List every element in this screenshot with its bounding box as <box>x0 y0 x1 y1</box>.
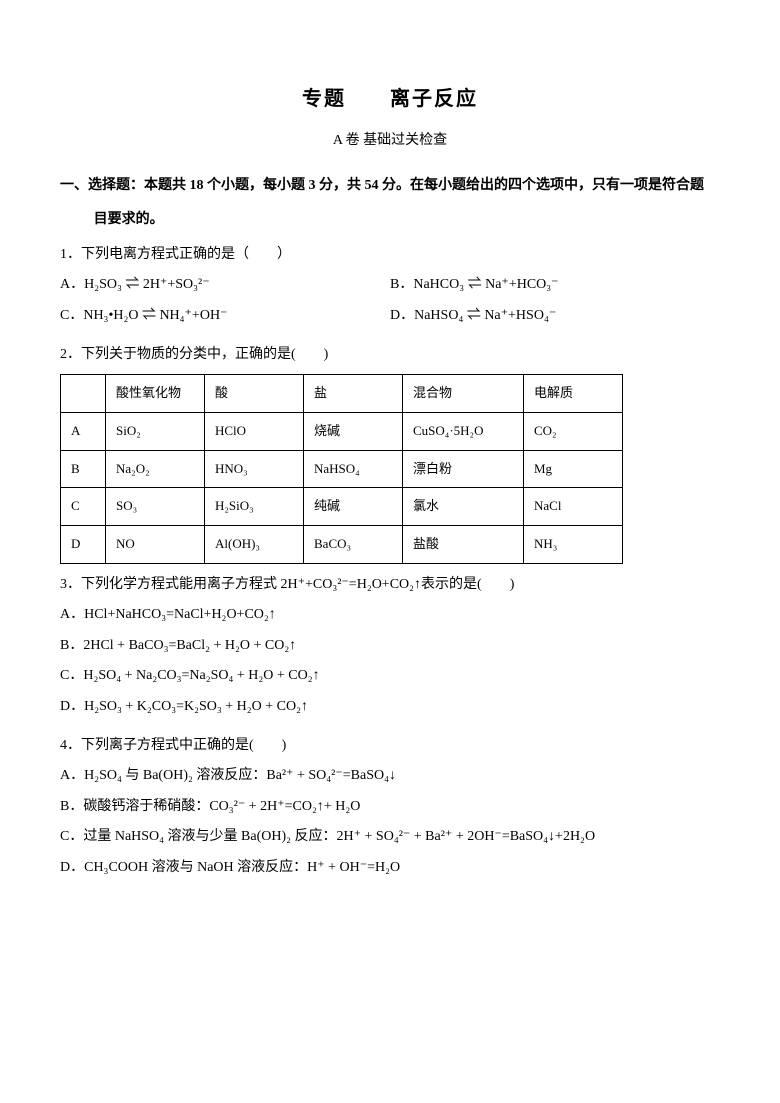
q4-option-d: D．CH₃COOH 溶液与 NaOH 溶液反应：H⁺ + OH⁻=H₂O <box>60 855 720 882</box>
q1-option-a: A．H₂SO₃ ⇌ 2H⁺+SO₃²⁻ <box>60 272 390 299</box>
question-2-stem: 2．下列关于物质的分类中，正确的是( ) <box>60 342 720 369</box>
table-row: A SiO₂ HClO 烧碱 CuSO₄·5H₂O CO₂ <box>61 412 623 450</box>
table-cell: NO <box>106 525 205 563</box>
table-cell: NH₃ <box>524 525 623 563</box>
q4-option-c: C．过量 NaHSO₄ 溶液与少量 Ba(OH)₂ 反应：2H⁺ + SO₄²⁻… <box>60 824 720 851</box>
table-cell: H₂SiO₃ <box>205 488 304 526</box>
table-cell: 盐酸 <box>403 525 524 563</box>
table-row: C SO₃ H₂SiO₃ 纯碱 氯水 NaCl <box>61 488 623 526</box>
q4-option-b: B．碳酸钙溶于稀硝酸：CO₃²⁻ + 2H⁺=CO₂↑+ H₂O <box>60 794 720 821</box>
table-cell: 纯碱 <box>304 488 403 526</box>
page-subtitle: A 卷 基础过关检查 <box>60 128 720 155</box>
q3-option-c: C．H₂SO₄ + Na₂CO₃=Na₂SO₄ + H₂O + CO₂↑ <box>60 663 720 690</box>
table-cell: 电解质 <box>524 375 623 413</box>
table-cell: HNO₃ <box>205 450 304 488</box>
table-cell: HClO <box>205 412 304 450</box>
table-cell: Na₂O₂ <box>106 450 205 488</box>
table-cell: D <box>61 525 106 563</box>
page-title: 专题 离子反应 <box>60 80 720 118</box>
table-cell: A <box>61 412 106 450</box>
table-cell: B <box>61 450 106 488</box>
table-cell: CuSO₄·5H₂O <box>403 412 524 450</box>
question-3-stem: 3．下列化学方程式能用离子方程式 2H⁺+CO₃²⁻=H₂O+CO₂↑表示的是(… <box>60 572 720 599</box>
table-cell: Mg <box>524 450 623 488</box>
q1-option-d: D．NaHSO₄ ⇌ Na⁺+HSO₄⁻ <box>390 303 720 330</box>
table-cell: Al(OH)₃ <box>205 525 304 563</box>
table-cell: NaCl <box>524 488 623 526</box>
q3-option-b: B．2HCl + BaCO₃=BaCl₂ + H₂O + CO₂↑ <box>60 633 720 660</box>
table-cell: NaHSO₄ <box>304 450 403 488</box>
table-row: 酸性氧化物 酸 盐 混合物 电解质 <box>61 375 623 413</box>
table-cell: 混合物 <box>403 375 524 413</box>
table-row: B Na₂O₂ HNO₃ NaHSO₄ 漂白粉 Mg <box>61 450 623 488</box>
table-cell: 盐 <box>304 375 403 413</box>
table-cell: C <box>61 488 106 526</box>
table-cell: BaCO₃ <box>304 525 403 563</box>
question-4-stem: 4．下列离子方程式中正确的是( ) <box>60 733 720 760</box>
table-cell: 酸 <box>205 375 304 413</box>
q2-table: 酸性氧化物 酸 盐 混合物 电解质 A SiO₂ HClO 烧碱 CuSO₄·5… <box>60 374 623 563</box>
table-cell: SO₃ <box>106 488 205 526</box>
table-cell: 烧碱 <box>304 412 403 450</box>
table-cell <box>61 375 106 413</box>
section-instructions-cont: 目要求的。 <box>60 207 720 234</box>
q1-option-b: B．NaHCO₃ ⇌ Na⁺+HCO₃⁻ <box>390 272 720 299</box>
table-cell: SiO₂ <box>106 412 205 450</box>
q3-option-d: D．H₂SO₃ + K₂CO₃=K₂SO₃ + H₂O + CO₂↑ <box>60 694 720 721</box>
table-cell: CO₂ <box>524 412 623 450</box>
table-cell: 漂白粉 <box>403 450 524 488</box>
q4-option-a: A．H₂SO₄ 与 Ba(OH)₂ 溶液反应：Ba²⁺ + SO₄²⁻=BaSO… <box>60 763 720 790</box>
table-cell: 酸性氧化物 <box>106 375 205 413</box>
q1-option-c: C．NH₃•H₂O ⇌ NH₄⁺+OH⁻ <box>60 303 390 330</box>
table-row: D NO Al(OH)₃ BaCO₃ 盐酸 NH₃ <box>61 525 623 563</box>
q3-option-a: A．HCl+NaHCO₃=NaCl+H₂O+CO₂↑ <box>60 602 720 629</box>
section-instructions: 一、选择题：本题共 18 个小题，每小题 3 分，共 54 分。在每小题给出的四… <box>60 173 720 200</box>
question-1-stem: 1．下列电离方程式正确的是（ ） <box>60 242 720 269</box>
table-cell: 氯水 <box>403 488 524 526</box>
